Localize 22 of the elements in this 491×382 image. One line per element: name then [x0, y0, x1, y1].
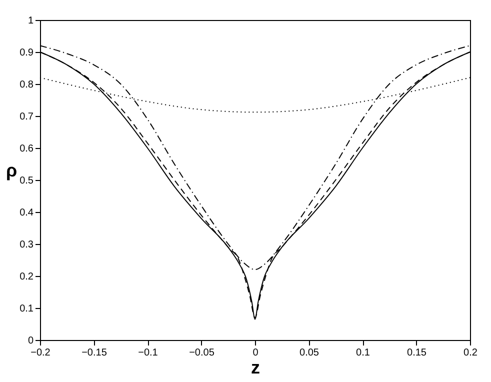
x-tick-label: 0	[252, 348, 259, 358]
x-tick-label: 0.2	[464, 348, 478, 358]
x-tick-label: 0.15	[407, 348, 427, 358]
x-tick-label: −0.15	[82, 348, 108, 358]
y-tick-label: 0.4	[20, 208, 34, 218]
x-tick-label: −0.2	[30, 348, 51, 358]
y-tick-label: 0.1	[20, 304, 34, 314]
y-tick-label: 0.8	[20, 80, 34, 90]
x-tick-label: −0.05	[189, 348, 215, 358]
y-tick-label: 1	[28, 16, 34, 26]
y-axis-title: ρ	[6, 160, 18, 180]
y-tick-label: 0	[28, 336, 34, 346]
y-tick-label: 0.7	[20, 112, 34, 122]
x-axis-title: z	[251, 358, 260, 378]
x-tick-label: 0.1	[356, 348, 370, 358]
y-tick-label: 0.2	[20, 272, 34, 282]
y-tick-label: 0.6	[20, 144, 34, 154]
x-tick-label: 0.05	[300, 348, 320, 358]
x-tick-label: −0.1	[138, 348, 158, 358]
y-tick-label: 0.5	[20, 176, 34, 186]
y-tick-label: 0.9	[20, 48, 34, 58]
y-tick-label: 0.3	[20, 240, 34, 250]
